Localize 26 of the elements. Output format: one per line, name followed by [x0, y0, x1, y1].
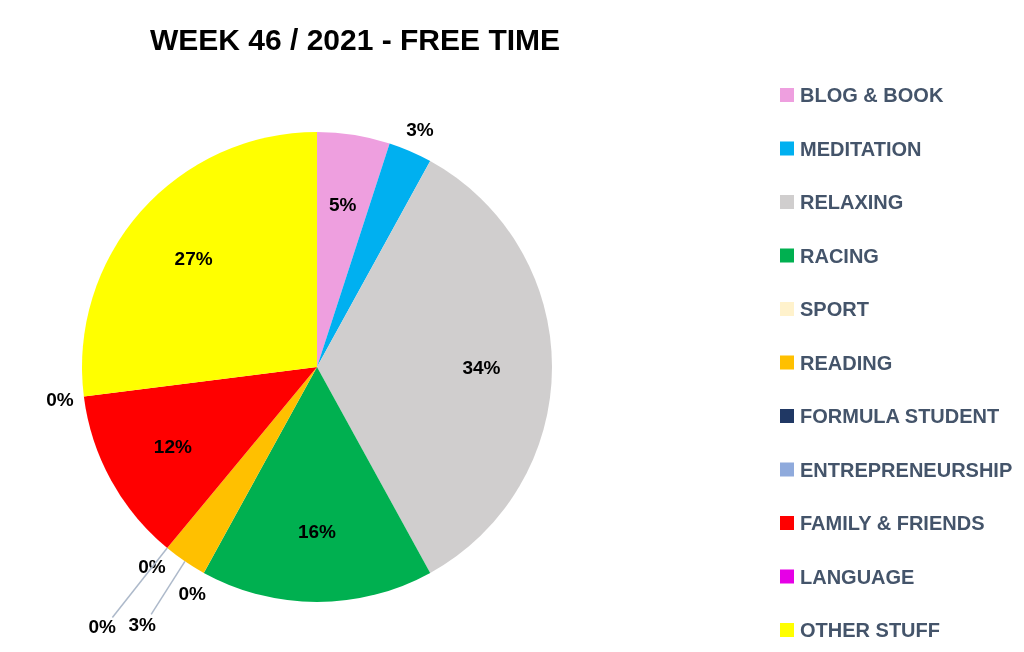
- data-label: 5%: [329, 194, 357, 216]
- pie-slice: [317, 132, 390, 367]
- text: 0%: [178, 583, 206, 605]
- text: 0%: [46, 388, 74, 410]
- data-label: 12%: [153, 435, 192, 457]
- legend-label: OTHER STUFF: [800, 619, 940, 641]
- data-label: 27%: [174, 247, 213, 269]
- legend-label: SPORT: [800, 298, 869, 320]
- legend-label: LANGUAGE: [800, 565, 915, 588]
- data-label: 3%: [128, 613, 157, 635]
- legend-label: BLOG & BOOK: [800, 84, 944, 106]
- legend-label: MEDITATION: [800, 137, 922, 160]
- data-label: 16%: [297, 521, 337, 542]
- data-label: 3%: [406, 118, 434, 140]
- pie-slice: [317, 143, 431, 367]
- text: 0%: [88, 616, 116, 638]
- legend-label: FORMULA STUDENT: [800, 405, 1000, 427]
- legend-label: READING: [800, 351, 893, 374]
- pie-slice: [82, 132, 317, 397]
- data-label: 34%: [462, 356, 501, 378]
- text: 0%: [138, 556, 166, 578]
- legend-label: RACING: [800, 244, 879, 267]
- chart-title: WEEK 46 / 2021 - FREE TIME: [149, 23, 561, 56]
- legend-label: FAMILY & FRIENDS: [800, 512, 985, 534]
- legend-label: ENTREPRENEURSHIP: [800, 458, 1013, 481]
- legend-label: RELAXING: [800, 191, 904, 213]
